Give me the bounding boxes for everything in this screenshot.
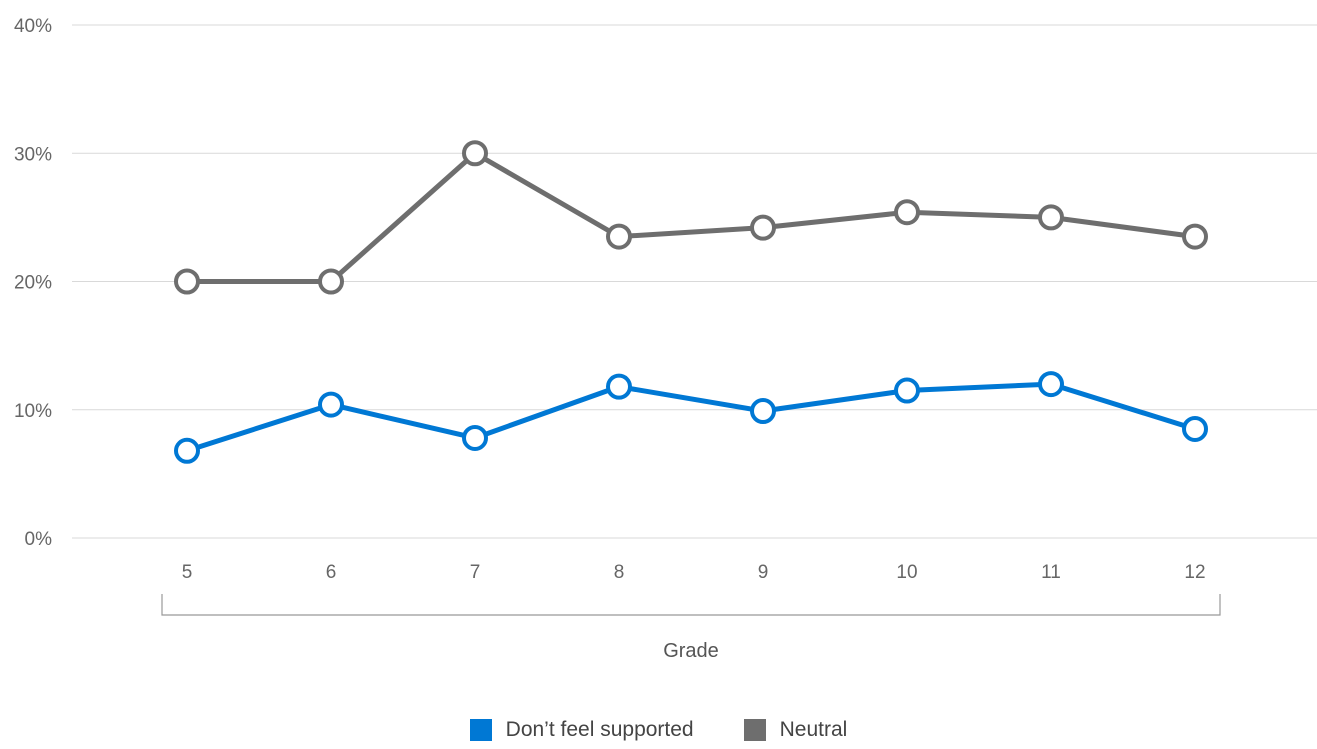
series-line-don-t-feel-supported xyxy=(184,381,1198,454)
x-tick-label: 10 xyxy=(896,562,917,583)
legend-label-dont-feel-supported: Don’t feel supported xyxy=(505,718,694,741)
data-point-don-t-feel-supported[interactable] xyxy=(1182,415,1208,442)
data-point-neutral[interactable] xyxy=(606,223,632,250)
data-point-neutral[interactable] xyxy=(462,140,488,167)
legend-item-dont-feel-supported[interactable]: Don’t feel supported xyxy=(469,718,694,742)
y-tick-label: 40% xyxy=(14,16,52,37)
data-point-neutral[interactable] xyxy=(750,214,776,241)
legend: Don’t feel supported Neutral xyxy=(0,718,1317,742)
y-tick-label: 20% xyxy=(14,273,52,294)
data-point-don-t-feel-supported[interactable] xyxy=(750,398,776,425)
y-tick-label: 10% xyxy=(14,401,52,422)
data-point-neutral[interactable] xyxy=(174,268,200,295)
x-tick-label: 11 xyxy=(1041,562,1061,583)
x-tick-label: 12 xyxy=(1184,562,1205,583)
data-point-neutral[interactable] xyxy=(318,268,344,295)
x-axis-bracket xyxy=(161,594,1221,616)
data-point-don-t-feel-supported[interactable] xyxy=(894,377,920,404)
series-line-neutral xyxy=(184,150,1198,284)
data-point-don-t-feel-supported[interactable] xyxy=(1038,371,1064,398)
data-point-neutral[interactable] xyxy=(894,199,920,226)
x-axis-title: Grade xyxy=(663,640,719,662)
data-point-neutral[interactable] xyxy=(1182,223,1208,250)
legend-item-neutral[interactable]: Neutral xyxy=(743,718,848,742)
x-tick-label: 6 xyxy=(326,562,337,583)
x-tick-label: 9 xyxy=(758,562,769,583)
data-point-don-t-feel-supported[interactable] xyxy=(462,424,488,451)
data-point-don-t-feel-supported[interactable] xyxy=(174,437,200,464)
y-tick-label: 30% xyxy=(14,144,52,165)
legend-label-neutral: Neutral xyxy=(779,718,848,741)
x-tick-label: 8 xyxy=(614,562,625,583)
series-group xyxy=(174,140,1208,464)
x-tick-label: 7 xyxy=(470,562,481,583)
y-tick-label: 0% xyxy=(25,529,53,550)
x-axis-ticks: 5 6 7 8 9 10 11 12 xyxy=(182,562,1206,583)
data-point-don-t-feel-supported[interactable] xyxy=(606,373,632,400)
legend-swatch-dont-feel-supported xyxy=(469,719,492,741)
y-axis-ticks: 0% 10% 20% 30% 40% xyxy=(14,16,52,550)
data-point-neutral[interactable] xyxy=(1038,204,1064,231)
data-point-don-t-feel-supported[interactable] xyxy=(318,391,344,418)
x-tick-label: 5 xyxy=(182,562,193,583)
legend-swatch-neutral xyxy=(743,719,766,741)
